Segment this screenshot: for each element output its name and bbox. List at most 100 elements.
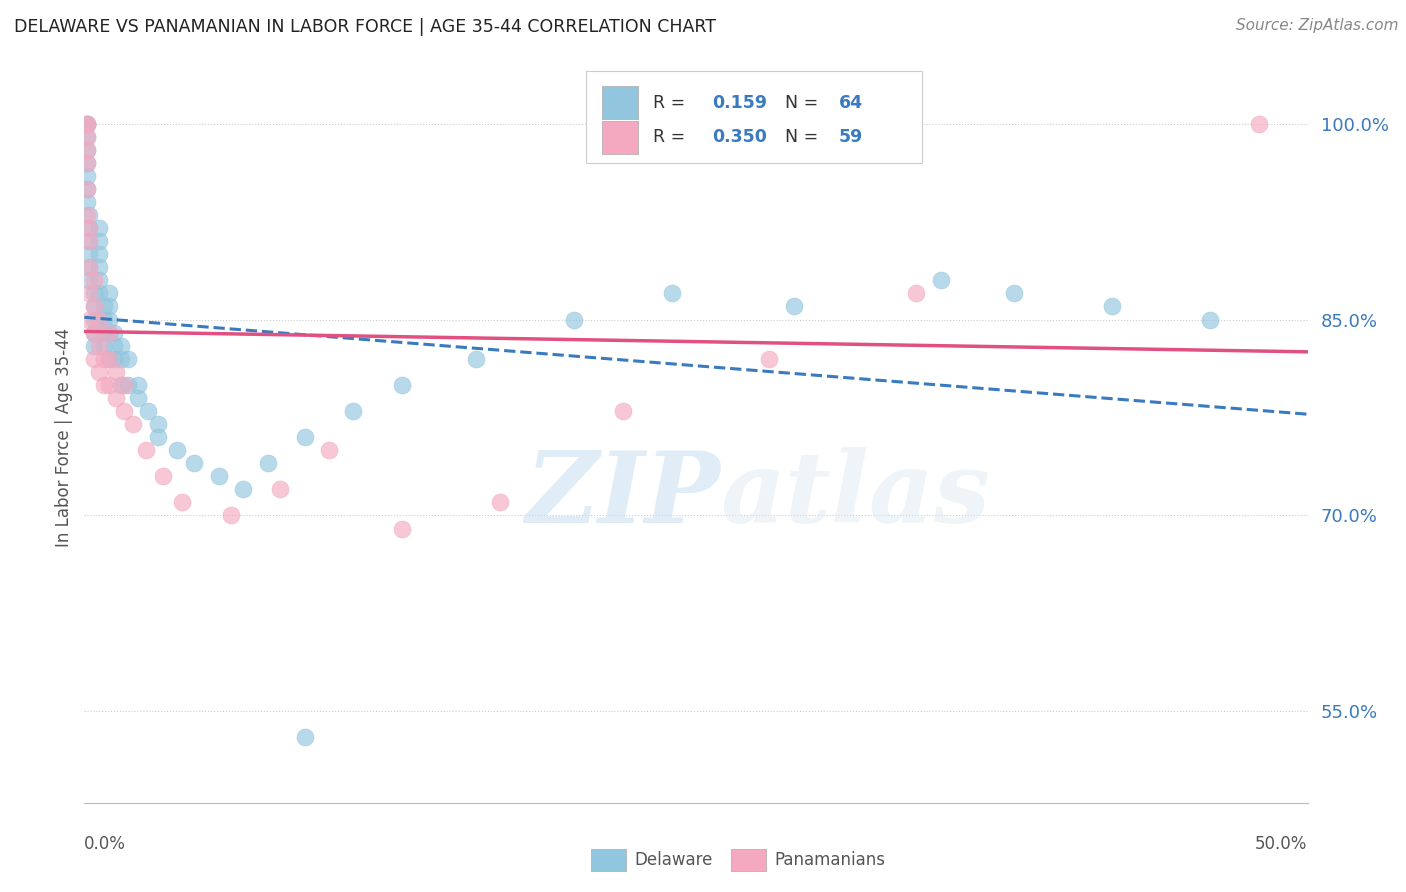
Point bbox=[105, 391, 128, 405]
Text: 0.0%: 0.0% bbox=[84, 836, 127, 854]
Text: 64: 64 bbox=[839, 94, 863, 112]
FancyBboxPatch shape bbox=[586, 71, 922, 162]
Bar bbox=[602, 87, 638, 120]
Point bbox=[97, 377, 120, 392]
Point bbox=[97, 326, 120, 340]
Point bbox=[97, 300, 120, 314]
Point bbox=[489, 495, 512, 509]
Point bbox=[391, 377, 413, 392]
Point bbox=[83, 300, 105, 314]
Point bbox=[342, 404, 364, 418]
Point bbox=[93, 326, 115, 340]
Point bbox=[110, 351, 132, 366]
Point bbox=[152, 469, 174, 483]
Point bbox=[76, 194, 98, 209]
Point bbox=[294, 430, 316, 444]
Point bbox=[76, 208, 98, 222]
Point bbox=[166, 443, 188, 458]
Point bbox=[294, 731, 316, 745]
Text: N =: N = bbox=[786, 128, 824, 146]
Point bbox=[117, 351, 139, 366]
Point bbox=[76, 129, 98, 144]
Point bbox=[77, 221, 100, 235]
Text: 0.159: 0.159 bbox=[711, 94, 766, 112]
Point bbox=[93, 339, 115, 353]
Point bbox=[87, 312, 110, 326]
Text: Delaware: Delaware bbox=[634, 851, 713, 869]
Point bbox=[77, 234, 100, 248]
Point bbox=[208, 469, 231, 483]
Point bbox=[232, 483, 254, 497]
Point bbox=[127, 391, 149, 405]
Point bbox=[83, 326, 105, 340]
Point bbox=[87, 234, 110, 248]
Point bbox=[136, 404, 159, 418]
Point bbox=[87, 273, 110, 287]
Point bbox=[76, 129, 98, 144]
Point bbox=[76, 169, 98, 183]
Point bbox=[146, 417, 169, 431]
Text: DELAWARE VS PANAMANIAN IN LABOR FORCE | AGE 35-44 CORRELATION CHART: DELAWARE VS PANAMANIAN IN LABOR FORCE | … bbox=[14, 18, 716, 36]
Point bbox=[257, 456, 280, 470]
Point bbox=[464, 351, 486, 366]
Point bbox=[97, 351, 120, 366]
Point bbox=[83, 273, 105, 287]
Point bbox=[97, 351, 120, 366]
Point bbox=[77, 234, 100, 248]
Point bbox=[612, 404, 634, 418]
Point bbox=[1101, 300, 1123, 314]
Point bbox=[76, 182, 98, 196]
Text: N =: N = bbox=[786, 94, 824, 112]
Point bbox=[76, 117, 98, 131]
Point bbox=[93, 300, 115, 314]
Point bbox=[929, 273, 952, 287]
Point bbox=[77, 260, 100, 275]
Point bbox=[183, 456, 205, 470]
Point bbox=[76, 143, 98, 157]
Point bbox=[391, 522, 413, 536]
Point bbox=[269, 483, 291, 497]
Point bbox=[97, 326, 120, 340]
Text: Source: ZipAtlas.com: Source: ZipAtlas.com bbox=[1236, 18, 1399, 33]
Point bbox=[318, 443, 340, 458]
Text: 50.0%: 50.0% bbox=[1256, 836, 1308, 854]
Point bbox=[562, 312, 585, 326]
Point bbox=[110, 339, 132, 353]
Point bbox=[117, 377, 139, 392]
Text: R =: R = bbox=[654, 128, 690, 146]
Point bbox=[77, 273, 100, 287]
Point bbox=[87, 339, 110, 353]
Point bbox=[135, 443, 157, 458]
Point bbox=[76, 182, 98, 196]
Point bbox=[83, 351, 105, 366]
Point bbox=[77, 260, 100, 275]
Point bbox=[87, 260, 110, 275]
Point bbox=[87, 286, 110, 301]
Text: 0.350: 0.350 bbox=[711, 128, 766, 146]
Point bbox=[76, 117, 98, 131]
Point bbox=[219, 508, 242, 523]
Point bbox=[77, 312, 100, 326]
Bar bbox=[602, 120, 638, 153]
Point bbox=[83, 326, 105, 340]
Point bbox=[172, 495, 194, 509]
Point bbox=[83, 339, 105, 353]
Text: Panamanians: Panamanians bbox=[775, 851, 886, 869]
Point bbox=[103, 339, 125, 353]
Point bbox=[97, 286, 120, 301]
Point bbox=[1198, 312, 1220, 326]
Point bbox=[1002, 286, 1025, 301]
Point bbox=[76, 117, 98, 131]
Point bbox=[83, 312, 105, 326]
Point bbox=[76, 156, 98, 170]
Y-axis label: In Labor Force | Age 35-44: In Labor Force | Age 35-44 bbox=[55, 327, 73, 547]
Point bbox=[77, 208, 100, 222]
Point bbox=[77, 247, 100, 261]
Text: R =: R = bbox=[654, 94, 690, 112]
Text: ZIP: ZIP bbox=[526, 448, 720, 544]
Point bbox=[103, 351, 125, 366]
Point bbox=[97, 312, 120, 326]
Point bbox=[103, 326, 125, 340]
Point bbox=[87, 247, 110, 261]
Point bbox=[76, 143, 98, 157]
